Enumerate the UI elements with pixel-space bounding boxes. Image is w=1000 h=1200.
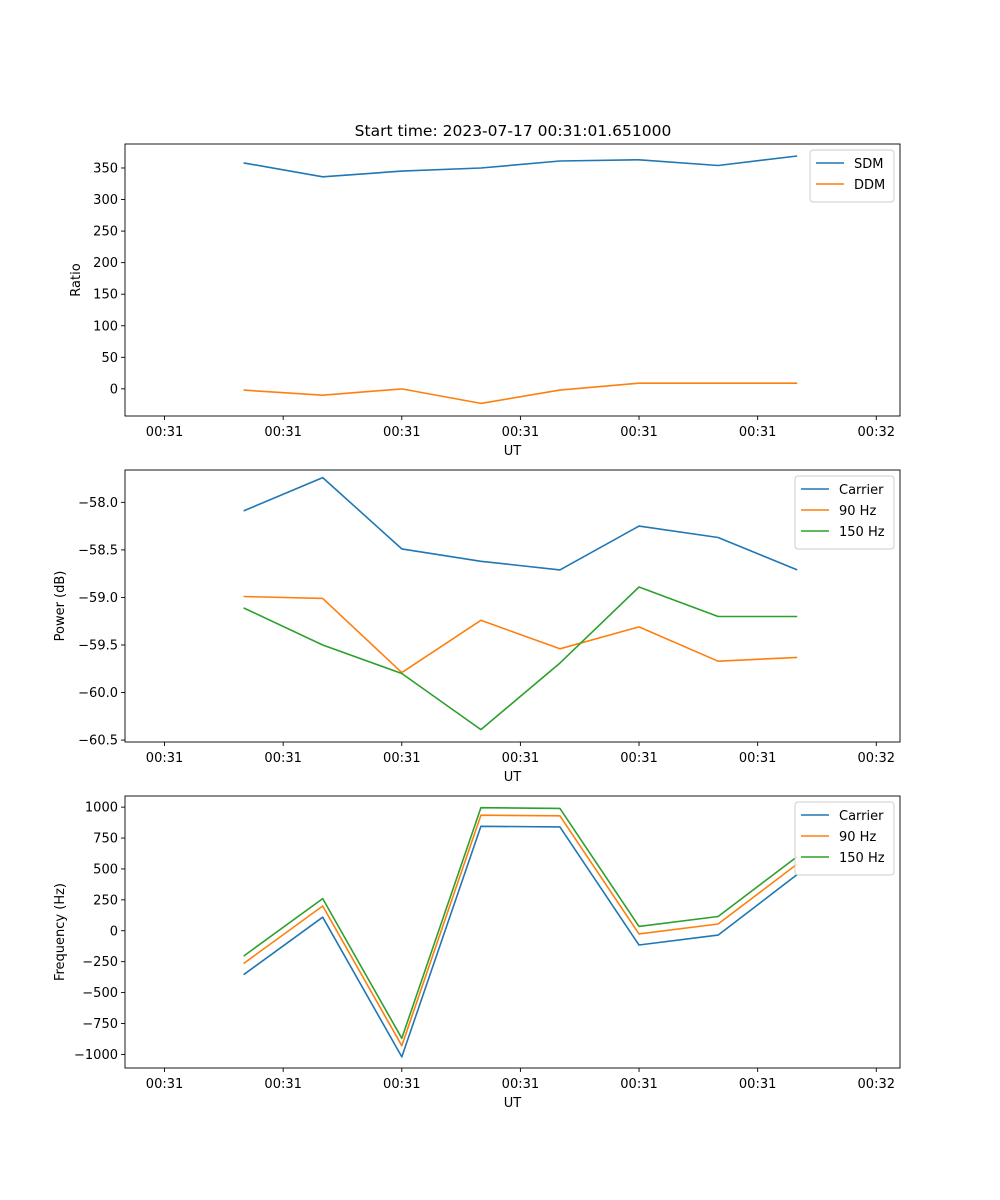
axes-frame	[124, 143, 901, 417]
series-line-150-hz	[243, 586, 798, 731]
y-tick-label: −750	[82, 1017, 118, 1032]
series-line-sdm	[243, 155, 798, 178]
x-tick-label: 00:32	[858, 1077, 895, 1092]
series-lines	[243, 476, 798, 731]
legend: SDM DDM	[809, 149, 895, 203]
x-tick-label: 00:31	[146, 751, 183, 766]
y-tick-label: 250	[93, 893, 118, 908]
x-tick-label: 00:31	[264, 425, 301, 440]
y-tick-label: 300	[93, 193, 118, 208]
chart-panel-3: 00:31 00:31 00:31 00:31 00:31 00:31 00:32 −1000…	[53, 795, 901, 1111]
y-axis-label: Power (dB)	[53, 571, 68, 642]
series-line-150-hz	[243, 806, 798, 1040]
series-line-carrier	[243, 476, 798, 571]
series-lines	[243, 806, 798, 1058]
x-tick-label: 00:32	[858, 751, 895, 766]
y-tick-label: 750	[93, 832, 118, 847]
legend-label: SDM	[854, 157, 883, 172]
axes-frame	[124, 469, 901, 743]
legend-label: Carrier	[839, 809, 884, 824]
x-tick-label: 00:31	[146, 1077, 183, 1092]
x-axis-label: UT	[504, 1096, 522, 1111]
legend-label: 150 Hz	[839, 851, 885, 866]
series-line-carrier	[243, 825, 798, 1058]
y-tick-label: 1000	[85, 801, 118, 816]
series-line-ddm	[243, 382, 798, 405]
legend: Carrier 90 Hz 150 Hz	[794, 475, 895, 550]
series-line-90-hz	[243, 814, 798, 1047]
y-tick-label: −59.0	[78, 591, 118, 606]
chart-panel-2: 00:31 00:31 00:31 00:31 00:31 00:31 00:32 −60.5…	[53, 469, 901, 785]
y-tick-label: −59.5	[78, 638, 118, 653]
y-tick-label: −500	[82, 986, 118, 1001]
y-tick-label: −60.0	[78, 686, 118, 701]
series-lines	[243, 155, 798, 405]
x-tick-label: 00:31	[620, 425, 657, 440]
x-tick-label: 00:32	[858, 425, 895, 440]
legend-label: 90 Hz	[839, 830, 876, 845]
x-tick-label: 00:31	[620, 751, 657, 766]
x-axis-label: UT	[504, 444, 522, 459]
x-tick-label: 00:31	[383, 751, 420, 766]
y-tick-label: −250	[82, 955, 118, 970]
y-tick-label: 0	[110, 924, 118, 939]
y-tick-label: 500	[93, 862, 118, 877]
y-tick-label: 200	[93, 256, 118, 271]
x-tick-label: 00:31	[739, 425, 776, 440]
x-tick-label: 00:31	[383, 425, 420, 440]
y-tick-label: −58.0	[78, 496, 118, 511]
x-tick-label: 00:31	[620, 1077, 657, 1092]
legend-label: Carrier	[839, 483, 884, 498]
x-tick-label: 00:31	[739, 751, 776, 766]
panels-group: 00:31 00:31 00:31 00:31 00:31 00:31 00:32 0 50 10…	[53, 143, 901, 1111]
x-tick-label: 00:31	[383, 1077, 420, 1092]
series-line-90-hz	[243, 595, 798, 674]
y-axis-label: Frequency (Hz)	[53, 883, 68, 981]
x-tick-label: 00:31	[739, 1077, 776, 1092]
x-tick-label: 00:31	[264, 1077, 301, 1092]
y-tick-label: 350	[93, 161, 118, 176]
y-tick-label: −1000	[74, 1048, 118, 1063]
legend: Carrier 90 Hz 150 Hz	[794, 801, 895, 876]
chart-panel-1: 00:31 00:31 00:31 00:31 00:31 00:31 00:32 0 50 10…	[69, 143, 901, 459]
axes-frame	[124, 795, 901, 1069]
y-tick-label: 150	[93, 288, 118, 303]
y-tick-label: −60.5	[78, 734, 118, 749]
y-tick-label: 100	[93, 319, 118, 334]
x-tick-label: 00:31	[264, 751, 301, 766]
figure-title: Start time: 2023-07-17 00:31:01.651000	[355, 122, 672, 140]
x-tick-label: 00:31	[502, 751, 539, 766]
y-tick-label: −58.5	[78, 543, 118, 558]
y-axis-label: Ratio	[69, 263, 84, 296]
legend-label: 150 Hz	[839, 525, 885, 540]
x-tick-label: 00:31	[502, 425, 539, 440]
x-tick-label: 00:31	[146, 425, 183, 440]
y-tick-label: 50	[101, 351, 118, 366]
x-axis-label: UT	[504, 770, 522, 785]
y-tick-label: 250	[93, 225, 118, 240]
x-tick-label: 00:31	[502, 1077, 539, 1092]
legend-label: 90 Hz	[839, 504, 876, 519]
y-tick-label: 0	[110, 382, 118, 397]
legend-label: DDM	[854, 178, 885, 193]
